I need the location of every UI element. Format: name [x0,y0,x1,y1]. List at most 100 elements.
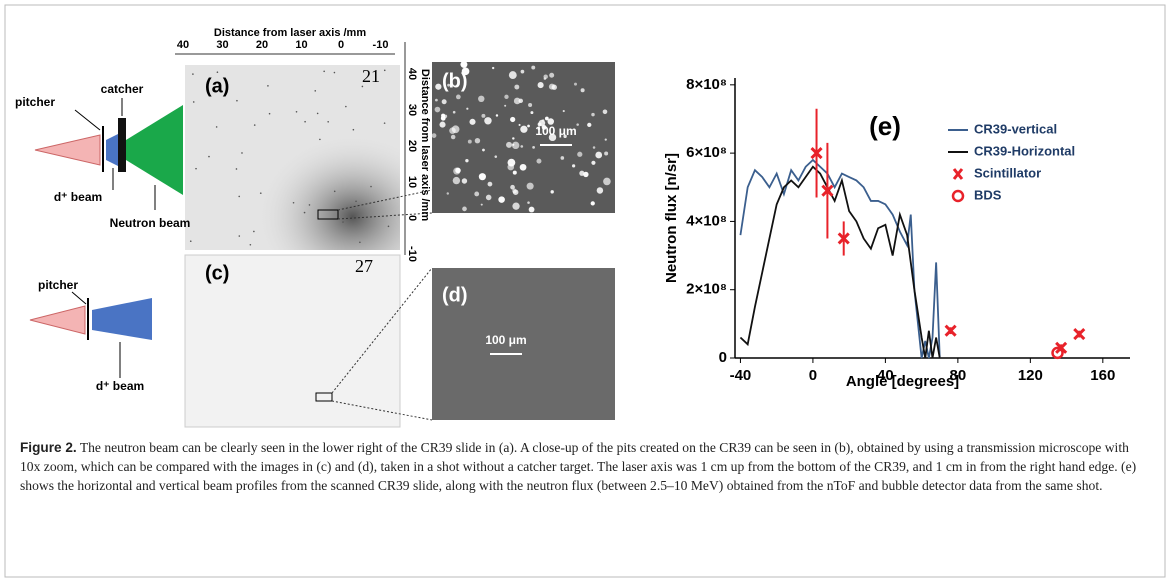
series-line [739,158,941,359]
scratch [352,128,355,131]
pit [512,188,517,194]
axis-title: Distance from laser axis /mm [214,27,366,39]
panel-label: (a) [205,75,229,97]
pit [603,177,611,186]
scratch [268,112,271,115]
pit [435,98,438,102]
scratch [361,85,364,88]
d-beam [92,298,152,340]
scratch [235,168,238,170]
zoom-box [315,392,333,402]
image-a-beam [185,65,400,250]
marker-x [821,184,834,197]
x-tick-label: 160 [1090,367,1115,384]
tick-label: 30 [406,104,418,116]
scratch [259,192,262,194]
pit [494,155,498,158]
label: d⁺ beam [54,190,102,204]
tick-label: 10 [406,176,418,188]
scratch [319,138,321,141]
laser [34,134,101,166]
legend-label: CR39-Horizontal [974,143,1075,158]
scratch [308,204,311,206]
pit [591,160,596,165]
pit [530,111,534,115]
caption-label: Figure 2. [20,440,77,455]
pit [562,109,565,113]
y-axis-title: Neutron flux [n/sr] [663,153,680,283]
pit [520,69,525,74]
tick-label: 0 [338,39,344,51]
pit [435,83,442,90]
pit [506,141,513,148]
pit [541,119,545,122]
pit [527,124,530,128]
scratch [292,201,295,204]
scratch [238,195,241,198]
pit [478,173,486,181]
scratch [327,120,329,123]
zoom-box [317,209,339,220]
pit [462,68,466,71]
x-tick-label: 0 [809,367,817,384]
legend-swatch [951,189,965,203]
x-tick-label: 120 [1018,367,1043,384]
pit [447,83,451,87]
pit [513,97,521,105]
pit [587,122,592,128]
scratch [189,240,192,243]
label: Neutron beam [110,216,191,230]
pit [543,77,547,80]
scratch [333,71,336,74]
pit [467,139,472,144]
laser [29,305,86,335]
pit [491,66,495,70]
image-d [432,268,615,420]
pit [531,65,536,70]
pit [528,206,535,213]
scratch [295,110,298,113]
tick-label: -10 [373,39,389,51]
scratch [267,85,269,87]
pit [604,138,607,141]
pit [431,133,437,138]
panel-label: (b) [442,70,468,92]
scratch [323,70,325,73]
pit [541,125,547,130]
scratch [387,225,390,228]
pit [592,146,596,149]
pit [518,123,521,126]
pit [508,71,517,80]
pit [563,134,567,139]
scratch [355,200,357,203]
pit [474,191,480,197]
pit [484,117,492,125]
pit [460,60,468,68]
y-tick-label: 6×10⁸ [686,144,727,161]
panel-label: (d) [442,284,468,306]
legend-swatch [952,168,964,180]
y-tick-label: 2×10⁸ [686,281,727,298]
y-tick-label: 4×10⁸ [686,212,727,229]
d-beam [106,134,118,166]
image-c [184,254,401,428]
pit [474,138,481,144]
arrow [74,109,101,131]
tick-label: 30 [216,39,228,51]
pit [449,127,456,134]
scratch [333,190,336,193]
scratch [215,126,218,128]
tick-label: 20 [406,140,418,152]
x-tick-label: -40 [730,367,752,384]
pit [550,190,554,194]
tick-label: 40 [406,68,418,80]
pit [482,148,485,152]
scratch [316,112,319,115]
pit [485,194,492,201]
pit [511,141,520,150]
scratch [241,152,243,154]
pit [487,181,493,187]
marker-x [944,324,957,337]
